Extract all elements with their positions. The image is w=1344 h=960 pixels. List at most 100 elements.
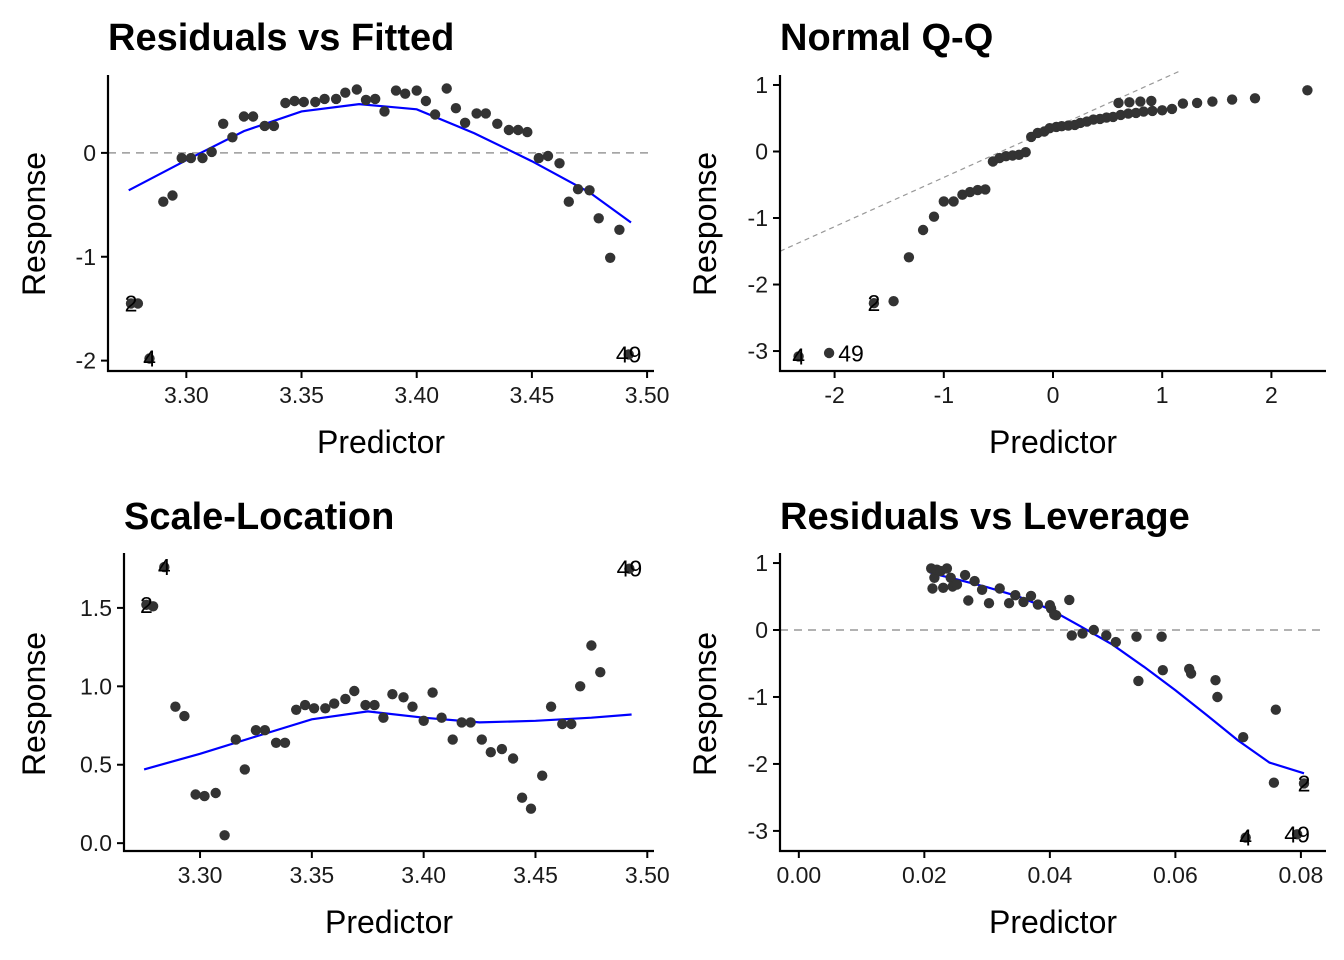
x-axis-title: Predictor — [317, 424, 445, 460]
data-point — [230, 734, 241, 745]
data-point — [144, 353, 155, 364]
x-axis-title: Predictor — [989, 904, 1117, 940]
data-point — [190, 789, 201, 800]
data-point — [340, 693, 351, 705]
x-tick-label: 3.45 — [510, 382, 555, 408]
point-label: 4 — [143, 346, 156, 372]
data-point — [1185, 668, 1197, 679]
data-point — [360, 699, 371, 711]
data-point — [197, 152, 208, 164]
data-point — [441, 83, 452, 94]
data-point — [545, 701, 557, 712]
y-tick-label: 1.0 — [80, 673, 112, 699]
data-point — [471, 108, 482, 119]
y-tick-label: 1 — [755, 550, 768, 576]
data-point — [167, 190, 178, 201]
data-point — [1249, 93, 1261, 104]
plot-area — [141, 561, 635, 841]
data-point — [1146, 95, 1157, 107]
data-point — [427, 687, 438, 698]
data-point — [447, 734, 458, 745]
data-point — [176, 152, 187, 164]
data-point — [980, 184, 991, 195]
panel-title: Normal Q-Q — [780, 17, 993, 59]
data-point — [1207, 96, 1218, 107]
data-point — [593, 213, 604, 224]
data-point — [537, 770, 548, 781]
data-point — [270, 737, 282, 748]
data-point — [1156, 631, 1167, 642]
data-point — [948, 196, 959, 207]
data-point — [938, 196, 949, 207]
x-tick-label: 3.40 — [394, 382, 439, 408]
y-tick-label: 0 — [755, 138, 768, 164]
data-point — [563, 196, 574, 207]
data-point — [533, 152, 544, 164]
data-point — [572, 184, 584, 195]
data-point — [1268, 777, 1280, 788]
data-point — [938, 582, 949, 593]
data-point — [917, 224, 929, 236]
panel-title: Residuals vs Fitted — [108, 17, 454, 59]
data-point — [945, 572, 956, 583]
data-point — [185, 152, 197, 164]
data-point — [299, 699, 311, 711]
y-tick-label: 1.5 — [80, 595, 112, 621]
point-label: 49 — [616, 341, 642, 367]
y-tick-label: -1 — [748, 684, 768, 710]
data-point — [159, 561, 170, 573]
smooth-line — [128, 102, 632, 224]
plot-area — [780, 563, 1326, 843]
data-point — [456, 717, 467, 728]
data-point — [280, 97, 291, 109]
data-point — [320, 703, 331, 714]
data-point — [1066, 630, 1078, 641]
plot-area — [108, 83, 654, 364]
data-point — [1018, 596, 1029, 608]
data-point — [1025, 590, 1037, 602]
data-point — [179, 710, 190, 722]
x-tick-label: 3.50 — [625, 382, 670, 408]
y-tick-label: -3 — [748, 818, 768, 844]
data-point — [557, 718, 568, 730]
x-tick-label: 1 — [1156, 382, 1169, 408]
data-point — [1124, 97, 1135, 108]
x-tick-label: 2 — [1265, 382, 1278, 408]
data-point — [170, 701, 181, 712]
data-point — [1123, 108, 1134, 119]
data-point — [605, 252, 616, 263]
data-point — [1003, 598, 1015, 609]
y-tick-label: 0.0 — [80, 830, 112, 856]
data-point — [575, 681, 586, 692]
x-tick-label: 0.06 — [1153, 862, 1198, 888]
x-tick-label: 0.08 — [1279, 862, 1324, 888]
data-point — [268, 120, 280, 132]
data-point — [1110, 636, 1122, 648]
data-point — [1147, 105, 1158, 117]
data-point — [793, 351, 804, 362]
data-point — [411, 85, 422, 96]
point-label: 49 — [838, 341, 864, 367]
data-point — [1050, 610, 1062, 621]
data-point — [516, 792, 528, 803]
x-axis-title: Predictor — [325, 904, 453, 940]
data-point — [959, 569, 971, 581]
data-point — [227, 132, 238, 143]
data-point — [823, 347, 835, 359]
data-point — [250, 725, 262, 736]
y-tick-label: 0 — [755, 617, 768, 643]
data-point — [378, 712, 389, 723]
data-point — [247, 111, 259, 122]
data-point — [329, 698, 340, 709]
data-point — [465, 717, 476, 728]
x-tick-label: 3.35 — [279, 382, 324, 408]
data-point — [360, 94, 372, 106]
data-point — [1177, 98, 1189, 109]
data-point — [132, 298, 144, 309]
data-point — [398, 692, 409, 703]
data-point — [239, 764, 250, 775]
data-point — [623, 349, 634, 360]
x-tick-label: 0.04 — [1027, 862, 1072, 888]
data-point — [929, 572, 940, 583]
data-point — [387, 689, 398, 700]
